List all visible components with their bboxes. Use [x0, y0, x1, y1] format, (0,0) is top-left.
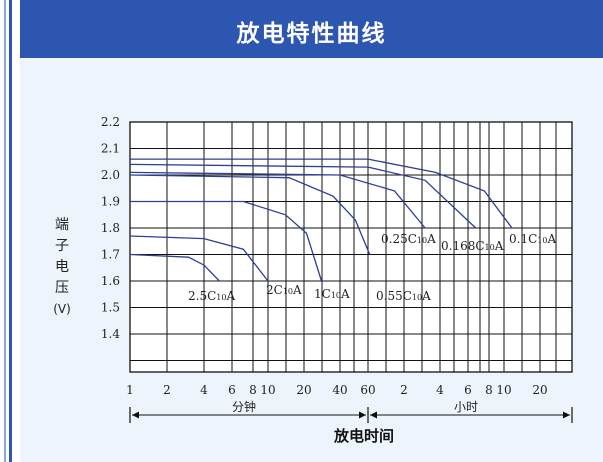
x-tick-label: 60 [360, 383, 375, 397]
x-tick-label: 40 [332, 383, 347, 397]
y-tick-label: 1.9 [101, 195, 120, 209]
y-tick-labels: 2.2 2.1 2.0 1.9 1.8 1.7 1.6 1.5 1.4 [101, 115, 120, 341]
x-tick-label: 4 [200, 383, 208, 397]
x-tick-label: 6 [464, 383, 472, 397]
page-title: 放电特性曲线 [236, 21, 387, 47]
x-tick-label: 2 [400, 383, 408, 397]
series-label: 0.55C10A [376, 289, 431, 303]
x-tick-label: 1 [126, 383, 134, 397]
left-edge-stripe-light [4, 0, 6, 462]
chart-series [129, 158, 513, 282]
chart-grid [129, 121, 573, 373]
series-labels: 2.5C10A 2C10A 1C10A 0.55C10A 0.25C10A 0.168C1… [188, 232, 556, 303]
y-axis-label: 端 子 电 压 (V) [50, 215, 74, 320]
y-tick-label: 1.5 [101, 301, 120, 315]
arrow-head-icon [563, 411, 570, 419]
arrow-head-icon [132, 411, 139, 419]
y-tick-label: 1.7 [101, 248, 120, 262]
arrow-head-icon [359, 411, 366, 419]
x-tick-label: 4 [436, 383, 444, 397]
y-tick-label: 1.4 [101, 327, 120, 341]
x-tick-label: 20 [296, 383, 311, 397]
y-axis-label-char: 压 [55, 280, 69, 296]
arrow-head-icon [370, 411, 377, 419]
y-axis-label-char: 端 [55, 217, 69, 233]
x-axis-title: 放电时间 [333, 427, 394, 445]
series-label: 0.1C10A [509, 232, 556, 246]
x-tick-label: 2 [163, 383, 171, 397]
y-tick-label: 1.8 [101, 221, 120, 235]
y-axis-label-char: 子 [55, 238, 69, 254]
x-tick-label: 6 [228, 383, 236, 397]
y-axis-label-unit: (V) [53, 302, 71, 316]
title-banner: 放电特性曲线 [20, 0, 603, 58]
series-label: 2C10A [266, 283, 302, 297]
series-line [129, 253, 220, 282]
x-group-hours-label: 小时 [454, 400, 478, 414]
x-tick-label: 8 [485, 383, 493, 397]
series-label: 2.5C10A [188, 289, 235, 303]
series-label: 0.25C10A [381, 232, 436, 246]
left-edge-stripe-dark [9, 0, 12, 462]
series-line [129, 163, 477, 229]
series-line [130, 200, 323, 282]
y-tick-label: 2.2 [101, 115, 120, 129]
series-label: 1C10A [314, 287, 350, 301]
series-line [129, 235, 269, 282]
x-group-minutes-label: 分钟 [232, 399, 256, 414]
left-edge-bar [0, 0, 12, 462]
x-tick-label: 8 [249, 383, 257, 397]
series-line [129, 174, 371, 255]
series-line [129, 171, 426, 229]
x-tick-labels: 1 2 4 6 8 10 20 40 60 2 4 6 8 10 20 [126, 383, 547, 397]
x-tick-label: 10 [496, 383, 511, 397]
y-tick-label: 2.1 [101, 142, 120, 156]
y-tick-label: 1.6 [101, 274, 120, 288]
x-tick-label: 10 [260, 383, 275, 397]
x-tick-label: 20 [532, 383, 547, 397]
y-axis-label-char: 电 [55, 259, 69, 275]
series-line [130, 158, 513, 229]
y-tick-label: 2.0 [101, 168, 120, 182]
series-label: 0.168C10A [441, 239, 504, 253]
